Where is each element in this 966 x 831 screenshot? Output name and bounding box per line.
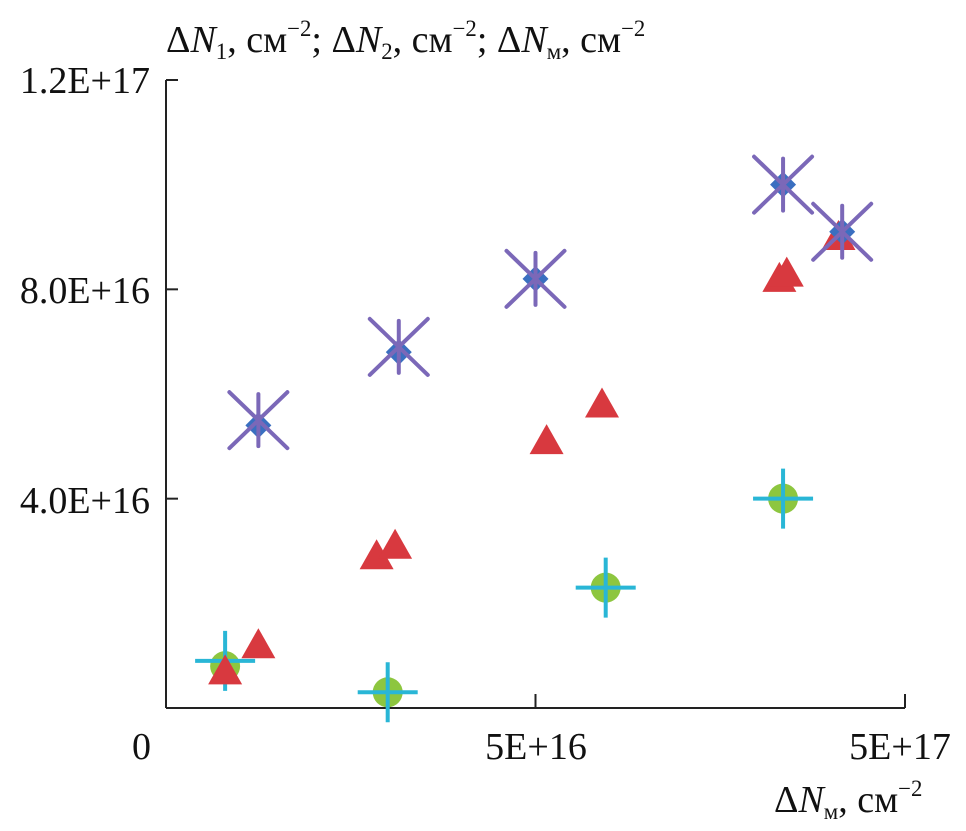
star-point — [504, 248, 567, 309]
y-tick-label: 4.0E+16 — [19, 480, 150, 522]
triangle-point — [529, 424, 564, 455]
y-tick-label: 1.2E+17 — [19, 60, 150, 102]
y-axis-title: ΔN1, см−2; ΔN2, см−2; ΔNм, см−2 — [166, 16, 646, 64]
triangle-point — [585, 387, 620, 418]
x-tick-label: 5E+17 — [849, 726, 951, 768]
star-point — [227, 390, 290, 451]
triangle-point — [378, 528, 413, 559]
triangle-point — [769, 256, 804, 287]
triangle-point — [241, 628, 276, 659]
x-axis-title: ΔNм, см−2 — [774, 776, 923, 824]
star-point — [811, 201, 874, 262]
plus-point — [357, 662, 418, 723]
plus-point — [753, 468, 814, 529]
star-point — [752, 154, 815, 215]
star-point — [367, 316, 430, 377]
plus-point — [575, 557, 636, 618]
axes — [165, 79, 906, 709]
x-tick-label: 5E+16 — [485, 726, 587, 768]
triangle-point — [359, 539, 394, 570]
origin-label: 0 — [132, 726, 151, 768]
plot-marks — [195, 154, 874, 723]
triangle-point — [208, 654, 243, 685]
y-tick-label: 8.0E+16 — [19, 270, 150, 312]
